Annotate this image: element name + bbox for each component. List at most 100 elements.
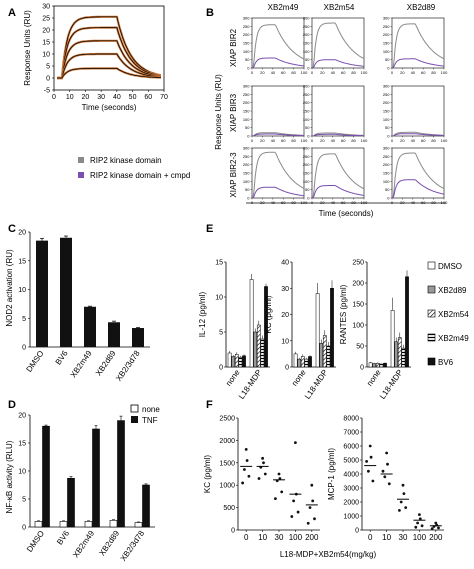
bar-TNF [92,428,100,528]
x-tick-label: 10 [258,533,267,542]
y-tick-label: 2500 [219,416,235,423]
category-label: BV6 [55,529,71,547]
y-tick-label: 300 [303,16,310,21]
y-tick-label: 300 [303,146,310,151]
legend-label: XB2m49 [438,334,469,343]
y-tick-label: 100 [383,49,390,54]
x-tick-label: 40 [331,200,336,205]
y-tick-label: 3000 [343,486,359,493]
data-point [371,479,375,483]
bar-XB2d89 [297,358,302,368]
panel-b-cell-axes [311,147,365,199]
y-tick-label: 250 [243,154,250,159]
bar-BV6 [383,362,387,368]
data-point [386,462,389,466]
x-tick-label: 100 [301,200,308,205]
panel-e-ylabel: KC (pg/ml) [264,295,273,334]
data-point [263,472,267,476]
sensorgram-gray [392,152,445,199]
x-tick-label: 50 [129,94,137,101]
panel-a-axes [53,5,165,91]
sensorgram-line [57,27,161,79]
panel-a-curves [57,15,162,80]
x-tick-label: 60 [281,200,286,205]
data-point [383,475,387,479]
x-tick-label: 60 [421,200,426,205]
y-tick-label: 0 [247,134,250,139]
x-tick-label: 40 [411,138,416,143]
bar-none [109,519,118,528]
panel-f-ylabel: MCP-1 (pg/ml) [327,448,336,500]
panel-e-label: E [206,223,213,235]
y-tick-label: 250 [303,24,310,29]
y-tick-label: 150 [303,171,310,176]
y-tick-label: 1500 [219,460,235,467]
y-tick-label: 50 [245,187,250,192]
x-tick-label: 10 [66,94,74,101]
y-tick-label: 2000 [343,500,359,507]
x-tick-label: 80 [351,200,356,205]
data-point [367,469,370,473]
y-tick-label: 150 [243,171,250,176]
bar-DMSO [390,310,395,368]
legend-swatch [427,333,436,342]
y-tick-label: 200 [243,100,250,105]
y-tick-label: 0 [247,66,250,71]
x-tick-label: 60 [341,138,346,143]
y-tick-label: 100 [243,179,250,184]
y-tick-label: 150 [243,109,250,114]
y-tick-label: 1000 [219,483,235,490]
panel-b-col-label: XB2m49 [268,3,299,12]
panel-c-ylabel: NOD2 activation (RU) [5,249,14,327]
y-tick-label: 5 [46,64,50,71]
y-tick-label: 300 [243,16,250,21]
bar-DMSO [368,362,373,368]
bar-DMSO [315,293,320,368]
data-point [296,510,300,514]
panel-b-cell-axes [251,85,305,137]
x-tick-label: 60 [421,138,426,143]
x-tick-label: 20 [400,138,405,143]
bar-none [34,521,43,528]
bar-BV6 [405,276,409,368]
sensorgram-purple [252,133,304,137]
x-tick-label: 100 [361,200,368,205]
x-tick-label: 30 [97,94,105,101]
legend-swatch-none [130,404,139,413]
x-tick-label: 80 [431,138,436,143]
x-tick-label: 40 [271,200,276,205]
y-tick-label: 100 [243,49,250,54]
y-tick-label: 15 [18,258,26,265]
y-tick-label: 15 [215,260,223,267]
data-point [404,506,408,509]
y-tick-label: 5000 [343,458,359,465]
bar-XB2d89 [253,331,258,368]
y-tick-label: 5 [22,497,26,504]
panel-b-row-label: XIAP BIR3 [229,93,238,132]
data-point [274,497,277,501]
legend-swatch [427,309,436,318]
y-tick-label: 150 [303,109,310,114]
y-tick-label: 250 [352,260,364,267]
legend-label: RIP2 kinase domain [90,156,162,165]
data-point [430,527,434,530]
y-tick-label: 250 [303,154,310,159]
y-tick-label: 200 [243,32,250,37]
x-tick-label: 0 [52,94,56,101]
y-tick-label: 250 [383,92,390,97]
data-point [262,461,265,465]
y-tick-label: 300 [383,84,390,89]
y-tick-label: 0 [247,196,250,201]
x-tick-label: 100 [361,138,368,143]
x-tick-label: 40 [331,138,336,143]
data-point [399,500,403,504]
x-tick-label: 80 [291,200,296,205]
sensorgram-line [57,68,161,79]
data-point [369,455,373,459]
y-tick-label: 30 [281,286,289,293]
bar [108,322,120,347]
x-tick-label: 60 [421,70,426,75]
